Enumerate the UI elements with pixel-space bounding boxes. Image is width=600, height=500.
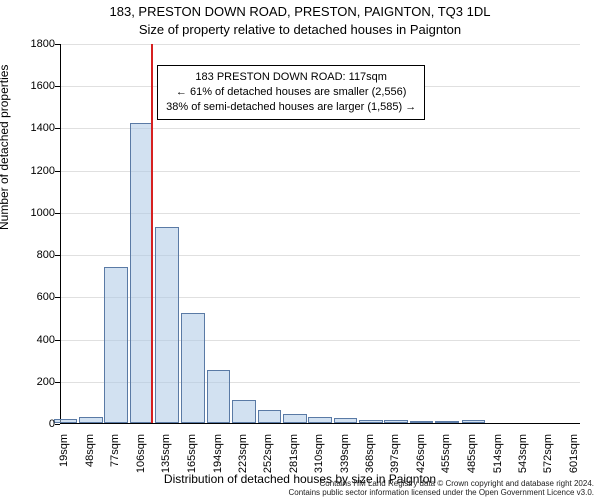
x-tick-label: 165sqm (186, 434, 198, 490)
histogram-bar (435, 421, 459, 423)
gridline (61, 44, 580, 45)
y-tick-label: 800 (15, 249, 55, 261)
x-tick-label: 281sqm (288, 434, 300, 490)
x-tick-label: 397sqm (389, 434, 401, 490)
histogram-bar (359, 420, 383, 423)
x-tick-label: 19sqm (58, 434, 70, 490)
reference-line (151, 44, 153, 423)
histogram-bar (384, 420, 408, 423)
chart-subtitle: Size of property relative to detached ho… (0, 22, 600, 37)
histogram-bar (54, 419, 78, 423)
histogram-bar (207, 370, 231, 423)
x-tick-label: 106sqm (135, 434, 147, 490)
y-tick-mark (55, 86, 60, 87)
x-tick-label: 426sqm (415, 434, 427, 490)
x-tick-label: 77sqm (109, 434, 121, 490)
histogram-bar (130, 123, 154, 423)
x-tick-label: 514sqm (492, 434, 504, 490)
y-tick-mark (55, 44, 60, 45)
chart-title: 183, PRESTON DOWN ROAD, PRESTON, PAIGNTO… (0, 4, 600, 19)
y-tick-mark (55, 340, 60, 341)
y-tick-mark (55, 213, 60, 214)
x-tick-label: 368sqm (364, 434, 376, 490)
histogram-bar (79, 417, 103, 423)
histogram-bar (334, 418, 358, 423)
y-tick-mark (55, 128, 60, 129)
histogram-bar (155, 227, 179, 423)
x-tick-label: 223sqm (237, 434, 249, 490)
x-tick-label: 194sqm (212, 434, 224, 490)
y-tick-mark (55, 424, 60, 425)
y-tick-label: 1200 (15, 165, 55, 177)
y-tick-mark (55, 171, 60, 172)
x-tick-label: 48sqm (84, 434, 96, 490)
histogram-bar (283, 414, 307, 424)
y-tick-label: 1800 (15, 38, 55, 50)
x-tick-label: 310sqm (313, 434, 325, 490)
x-tick-label: 601sqm (568, 434, 580, 490)
annotation-box: 183 PRESTON DOWN ROAD: 117sqm ← 61% of d… (157, 65, 425, 120)
x-tick-label: 135sqm (160, 434, 172, 490)
y-tick-label: 0 (15, 418, 55, 430)
annotation-line-2: ← 61% of detached houses are smaller (2,… (166, 85, 416, 100)
annotation-line-3: 38% of semi-detached houses are larger (… (166, 100, 416, 115)
chart-container: 183, PRESTON DOWN ROAD, PRESTON, PAIGNTO… (0, 0, 600, 500)
histogram-bar (462, 420, 486, 423)
x-tick-label: 572sqm (542, 434, 554, 490)
histogram-bar (181, 313, 205, 423)
histogram-bar (232, 400, 256, 423)
x-tick-label: 485sqm (466, 434, 478, 490)
y-tick-mark (55, 255, 60, 256)
y-tick-label: 200 (15, 376, 55, 388)
y-tick-label: 1000 (15, 207, 55, 219)
y-tick-mark (55, 382, 60, 383)
y-tick-label: 1400 (15, 122, 55, 134)
annotation-line-1: 183 PRESTON DOWN ROAD: 117sqm (166, 70, 416, 85)
y-tick-mark (55, 297, 60, 298)
x-tick-label: 252sqm (262, 434, 274, 490)
y-axis-label: Number of detached properties (0, 65, 11, 230)
x-tick-label: 339sqm (339, 434, 351, 490)
x-tick-label: 455sqm (440, 434, 452, 490)
histogram-bar (410, 421, 434, 423)
footer-line-2: Contains public sector information licen… (288, 489, 594, 498)
histogram-bar (258, 410, 282, 423)
histogram-bar (308, 417, 332, 423)
y-tick-label: 1600 (15, 80, 55, 92)
x-tick-label: 543sqm (517, 434, 529, 490)
y-tick-label: 400 (15, 334, 55, 346)
y-tick-label: 600 (15, 291, 55, 303)
histogram-bar (104, 267, 128, 423)
plot-area: 183 PRESTON DOWN ROAD: 117sqm ← 61% of d… (60, 44, 580, 424)
